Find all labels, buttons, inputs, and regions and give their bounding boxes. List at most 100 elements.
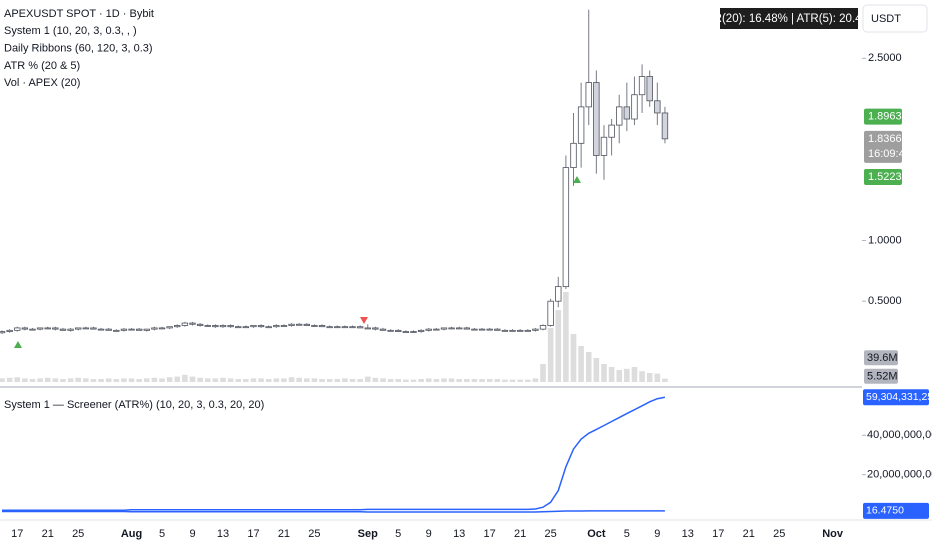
volume-bar (90, 379, 97, 382)
volume-bar (433, 379, 440, 382)
sell-signal (360, 317, 368, 324)
candle-body (494, 328, 501, 331)
candle-body (44, 327, 51, 330)
value-tag-label: 16.4750 (866, 505, 904, 517)
volume-bar (166, 377, 173, 382)
volume-bar (395, 379, 402, 382)
x-tick-label: 25 (308, 528, 320, 540)
volume-bar (174, 376, 181, 382)
volume-bar (212, 378, 219, 382)
x-tick-label: Nov (822, 528, 844, 540)
x-tick-label: 5 (395, 528, 401, 540)
candle-body (555, 286, 562, 302)
currency-button[interactable] (862, 4, 928, 33)
volume-bar (441, 378, 447, 382)
candle-body (608, 124, 615, 138)
legend-item: System 1 (10, 20, 3, 0.3, , ) (4, 25, 137, 37)
candle-body (509, 329, 516, 332)
price-tag (864, 108, 902, 125)
y-tick-label: 2.5000 (868, 52, 902, 64)
candle-body (616, 106, 623, 126)
volume-bar (44, 377, 51, 382)
candle-body (219, 325, 227, 328)
legend-item: Vol · APEX (20) (4, 77, 80, 89)
x-tick-label: 13 (682, 528, 694, 540)
x-tick-label: 9 (654, 528, 660, 540)
volume-bar (250, 378, 257, 382)
volume-bar (265, 379, 272, 382)
candle-body (143, 328, 150, 331)
volume-bar (380, 378, 386, 382)
candle-body (372, 327, 379, 330)
x-tick-label: 25 (72, 528, 84, 540)
volume-bar (113, 379, 120, 382)
legend-item: APEXUSDT SPOT · 1D · Bybit (4, 8, 154, 20)
candle-body (334, 326, 341, 329)
volume-bar (288, 377, 295, 382)
candle-body (379, 328, 387, 331)
x-tick-label: 9 (426, 528, 432, 540)
volume-bar (425, 378, 432, 382)
candle-body (212, 325, 219, 328)
volume-bar (616, 370, 623, 382)
candle-body (288, 323, 295, 326)
candle-body (532, 328, 539, 331)
volume-bar (524, 379, 531, 382)
volume-bar (22, 378, 28, 382)
candle-body (326, 326, 333, 329)
candle-body (516, 329, 524, 332)
candle-body (196, 323, 204, 326)
x-tick-label: 21 (278, 528, 290, 540)
volume-bar (121, 378, 127, 382)
volume-bar (14, 377, 21, 382)
volume-bar (464, 379, 470, 382)
y-tick-label: 20,000,000,000.0000 (867, 469, 932, 481)
candle-body (600, 136, 608, 156)
candle-body (36, 327, 44, 330)
volume-bar (563, 292, 569, 382)
candle-body (204, 325, 211, 327)
candle-body (311, 325, 318, 327)
volume-bar (204, 378, 211, 382)
volume-bar (128, 378, 135, 382)
buy-signal (14, 341, 22, 348)
volume-bar (639, 371, 645, 382)
candle-body (356, 326, 364, 329)
volume-tag-label: 39.6M (867, 352, 898, 364)
candle-body (67, 328, 74, 331)
volume-bar (311, 378, 318, 382)
volume-bar (593, 358, 600, 382)
candle-body (181, 322, 189, 326)
x-tick-label: 21 (42, 528, 54, 540)
lower-pane-title: System 1 — Screener (ATR%) (10, 20, 3, 0… (4, 399, 264, 411)
candle-body (661, 112, 669, 140)
x-tick-label: 21 (743, 528, 755, 540)
volume-bar (342, 378, 348, 382)
volume-bar (448, 378, 455, 382)
candle-body (21, 327, 29, 330)
volume-bar (509, 379, 516, 382)
candle-body (638, 76, 646, 96)
volume-bar (502, 379, 508, 382)
volume-bar (83, 378, 89, 382)
volume-bar (646, 373, 653, 382)
candle-body (135, 328, 143, 331)
volume-bar (189, 376, 196, 382)
legend-item: Daily Ribbons (60, 120, 3, 0.3) (4, 43, 153, 55)
volume-bar (410, 379, 417, 382)
candle-body (273, 325, 280, 328)
candle-body (448, 327, 455, 330)
volume-bar (105, 378, 112, 382)
candle-body (486, 328, 493, 331)
candle-body (631, 94, 638, 120)
volume-bar (258, 378, 264, 382)
volume-bar (75, 377, 81, 382)
atr-box (720, 8, 858, 29)
candle-body (524, 329, 531, 332)
candle-body (250, 325, 257, 328)
candle-body (6, 329, 13, 332)
candle-body (410, 331, 417, 333)
currency[interactable]: USDT (871, 13, 901, 25)
legend-item: ATR % (20 & 5) (4, 60, 80, 72)
